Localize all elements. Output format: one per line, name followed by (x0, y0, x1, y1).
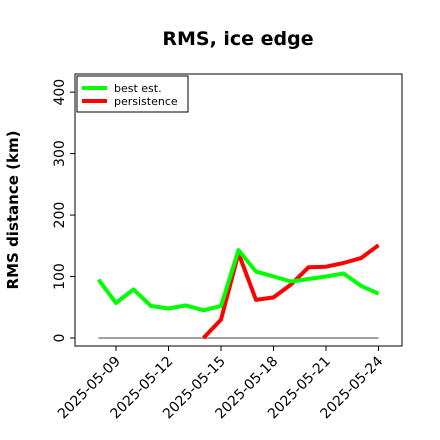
plot-frame (74, 73, 403, 347)
series-line-persistence (202, 243, 380, 340)
y-tick-label: 0 (52, 334, 68, 343)
legend-label: best est. (114, 82, 162, 95)
y-axis-label: RMS distance (km) (4, 131, 22, 290)
y-tick-label: 400 (52, 79, 68, 106)
y-tick-label: 200 (52, 202, 68, 229)
legend: best est.persistence (76, 75, 189, 113)
legend-box (76, 75, 189, 113)
y-tick-label: 300 (52, 140, 68, 167)
legend-label: persistence (114, 95, 178, 108)
chart-title: RMS, ice edge (162, 28, 313, 50)
y-axis: 0 100 200 300 400 (52, 79, 75, 343)
y-tick-label: 100 (52, 263, 68, 290)
x-axis: 2025-05-092025-05-122025-05-152025-05-18… (55, 346, 386, 422)
series-line-best-est- (96, 248, 380, 313)
plot-area (96, 243, 380, 340)
